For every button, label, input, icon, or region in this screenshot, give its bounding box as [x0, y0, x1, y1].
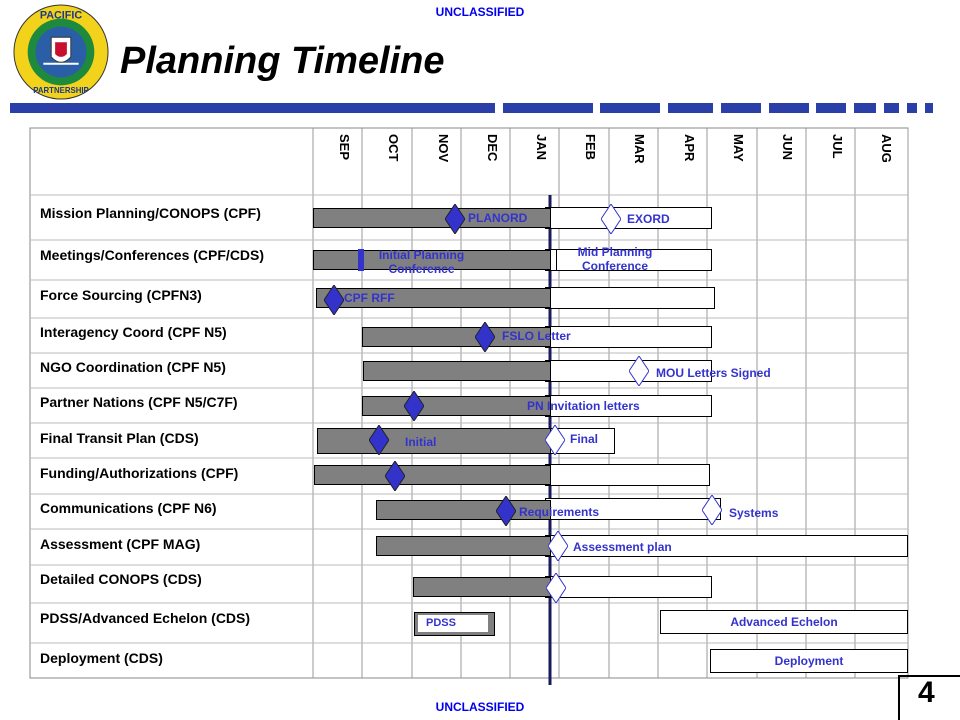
- milestone-label-deployment: Deployment: [774, 654, 844, 668]
- task-label: Meetings/Conferences (CPF/CDS): [40, 247, 265, 263]
- page-number-box: [898, 675, 960, 720]
- month-label: JUL: [830, 134, 845, 159]
- progress-bar: [363, 361, 551, 381]
- conference-marker: [358, 249, 364, 271]
- milestone-label-requirements: Requirements: [519, 505, 600, 519]
- milestone-label-mou: MOU Letters Signed: [656, 366, 771, 380]
- task-label: Communications (CPF N6): [40, 500, 217, 516]
- milestone-label-cpf-rff: CPF RFF: [344, 291, 395, 305]
- title-rule-bar: [10, 103, 933, 113]
- milestone-label-pdss: PDSS: [426, 617, 456, 629]
- milestone-label-assessment-plan: Assessment plan: [573, 540, 672, 554]
- task-label: Force Sourcing (CPFN3): [40, 287, 202, 303]
- future-bar: [545, 576, 712, 598]
- milestone-label-pn-invitation: PN Invitation letters: [527, 399, 640, 413]
- task-label: Mission Planning/CONOPS (CPF): [40, 205, 261, 221]
- logo-bottom-text: PARTNERSHIP: [33, 86, 89, 95]
- task-label: Final Transit Plan (CDS): [40, 430, 199, 446]
- task-label: PDSS/Advanced Echelon (CDS): [40, 610, 251, 626]
- advanced-echelon-bar: [660, 610, 908, 634]
- logo-top-text: PACIFIC: [40, 10, 82, 22]
- progress-bar: [317, 428, 551, 454]
- month-label: NOV: [436, 134, 451, 163]
- milestone-label-exord: EXORD: [627, 212, 670, 226]
- milestone-label-initial-planning: Initial Planning Conference: [378, 248, 465, 276]
- milestone-diamond-icon: [404, 391, 424, 421]
- task-label: NGO Coordination (CPF N5): [40, 359, 226, 375]
- month-label: AUG: [879, 134, 894, 163]
- pacific-partnership-logo: PACIFIC PARTNERSHIP: [13, 4, 109, 100]
- month-label: FEB: [583, 134, 598, 160]
- milestone-label-fslo: FSLO Letter: [502, 329, 571, 343]
- milestone-diamond-icon: [369, 425, 389, 455]
- month-label: APR: [682, 134, 697, 162]
- month-label: MAR: [632, 134, 647, 164]
- task-label: Funding/Authorizations (CPF): [40, 465, 239, 481]
- milestone-open-diamond-icon: [548, 531, 568, 561]
- progress-bar: [313, 208, 551, 228]
- task-label: Assessment (CPF MAG): [40, 536, 201, 552]
- progress-bar: [362, 327, 551, 347]
- milestone-open-diamond-icon: [601, 204, 621, 234]
- month-label: JAN: [534, 134, 549, 161]
- page-number: 4: [918, 676, 935, 709]
- progress-bar: [376, 536, 551, 556]
- classification-top: UNCLASSIFIED: [435, 5, 525, 19]
- page-title: Planning Timeline: [120, 40, 445, 82]
- milestone-diamond-icon: [475, 322, 495, 352]
- task-label: Deployment (CDS): [40, 650, 163, 666]
- pdss-label-box: [418, 615, 488, 632]
- milestone-open-diamond-icon: [702, 495, 722, 525]
- milestone-open-diamond-icon: [629, 356, 649, 386]
- conference-marker: [556, 249, 557, 271]
- milestone-diamond-icon: [324, 285, 344, 315]
- milestone-diamond-icon: [496, 496, 516, 526]
- future-bar: [545, 464, 710, 486]
- task-label: Interagency Coord (CPF N5): [40, 324, 227, 340]
- milestone-label-initial: Initial: [405, 435, 437, 449]
- milestone-label-final: Final: [570, 432, 599, 446]
- progress-bar: [314, 465, 551, 485]
- progress-bar: [362, 396, 551, 416]
- month-label: JUN: [780, 134, 795, 161]
- milestone-label-advanced-echelon: Advanced Echelon: [730, 615, 838, 629]
- milestone-open-diamond-icon: [546, 573, 566, 603]
- task-label: Detailed CONOPS (CDS): [40, 571, 202, 587]
- progress-bar: [413, 577, 551, 597]
- month-label: OCT: [386, 134, 401, 162]
- milestone-label-planord: PLANORD: [468, 211, 528, 225]
- deployment-bar: [710, 649, 908, 673]
- progress-bar: [313, 250, 551, 270]
- milestone-label-systems: Systems: [729, 506, 779, 520]
- milestone-diamond-icon: [385, 461, 405, 491]
- month-label: SEP: [337, 134, 352, 161]
- month-label: DEC: [485, 134, 500, 162]
- milestone-diamond-icon: [445, 204, 465, 234]
- milestone-open-diamond-icon: [545, 425, 565, 455]
- task-label: Partner Nations (CPF N5/C7F): [40, 394, 238, 410]
- milestone-label-mid-planning: Mid Planning Conference: [577, 245, 653, 273]
- classification-bottom: UNCLASSIFIED: [435, 700, 525, 714]
- progress-bar: [316, 288, 551, 308]
- future-bar: [545, 287, 715, 309]
- month-label: MAY: [731, 134, 746, 162]
